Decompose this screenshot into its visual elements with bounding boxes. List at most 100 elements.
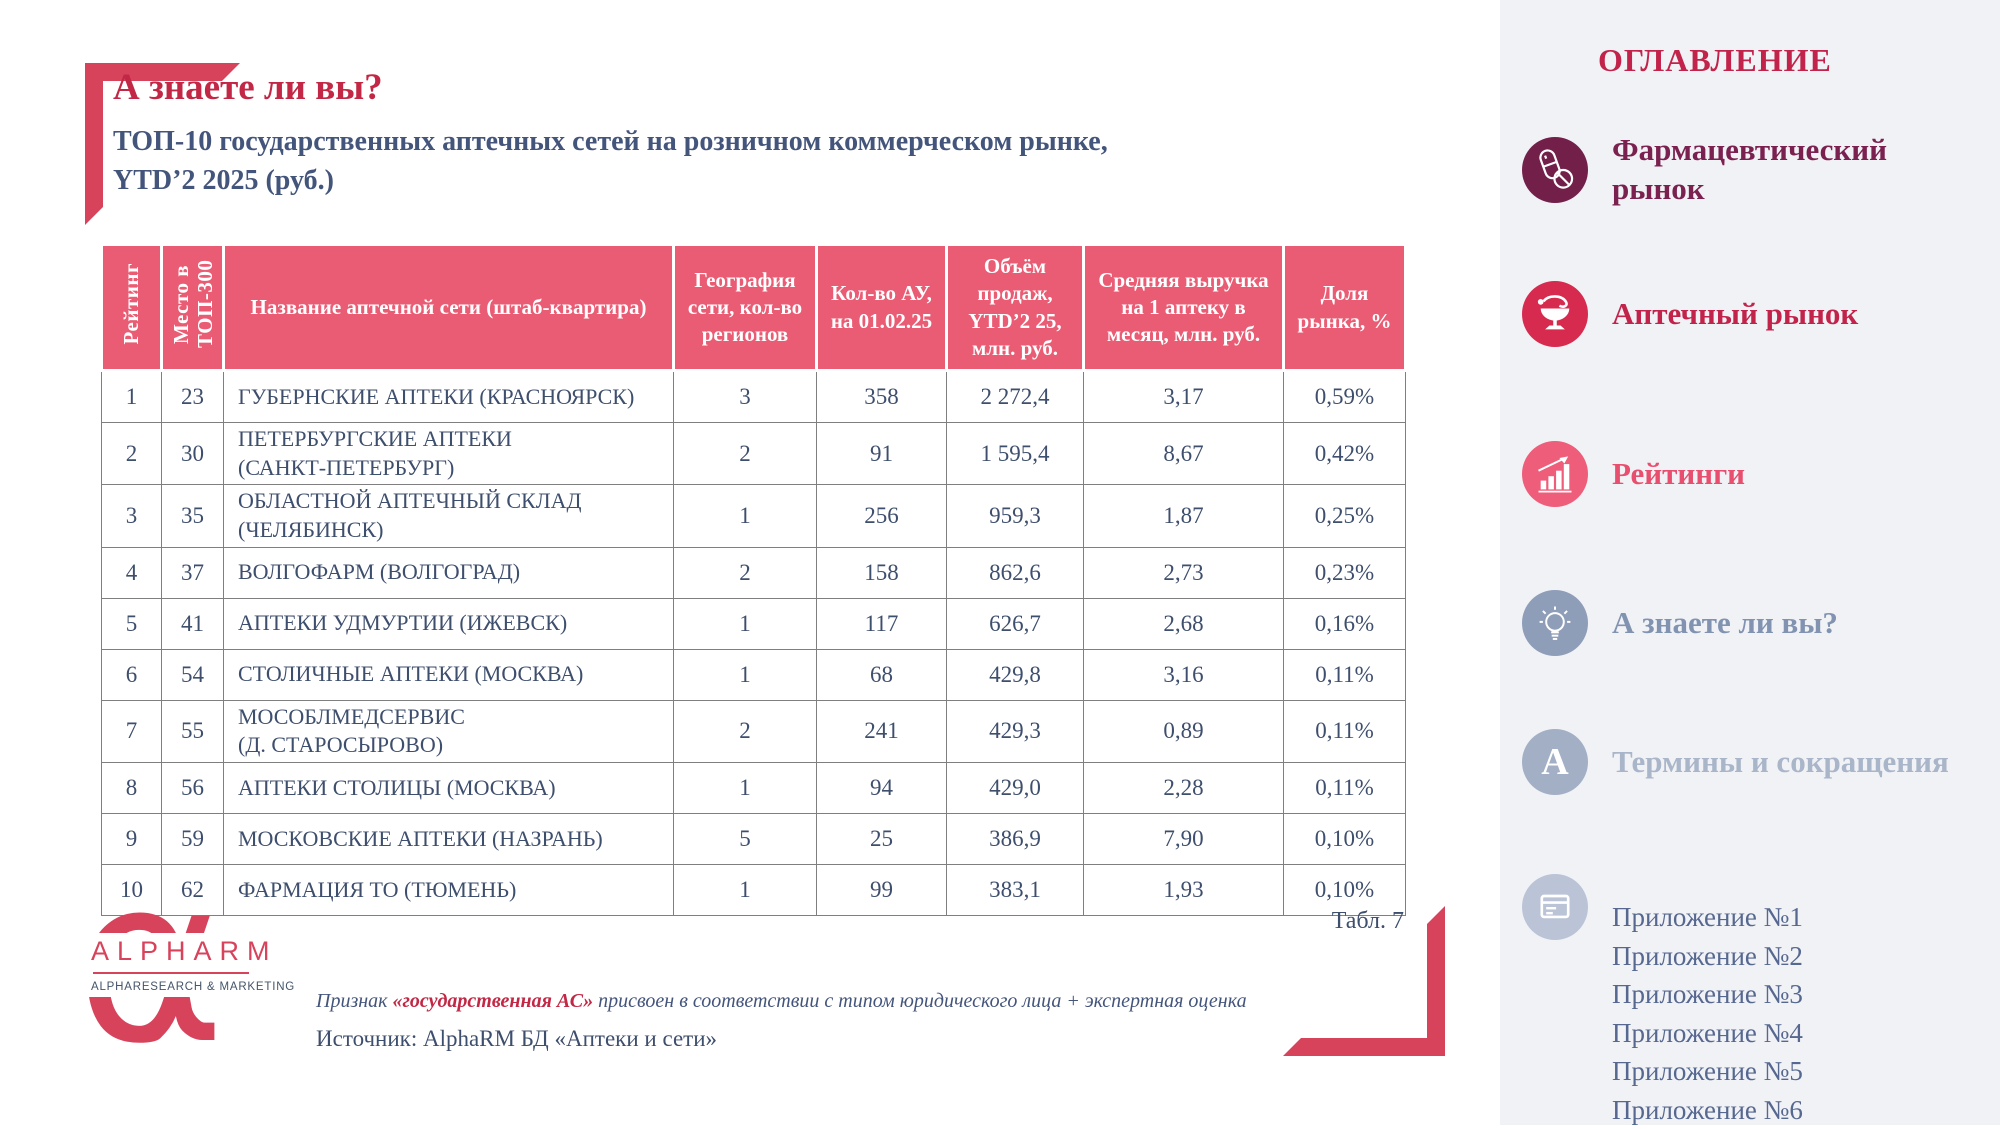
cell-rank: 2 — [102, 423, 162, 485]
cell-avg-revenue-per-pharmacy: 0,89 — [1084, 700, 1284, 762]
cell-avg-revenue-per-pharmacy: 3,17 — [1084, 371, 1284, 423]
appendix-link[interactable]: Приложение №5 — [1612, 1052, 1803, 1091]
cell-pharmacy-count: 94 — [817, 762, 947, 813]
cell-market-share: 0,23% — [1284, 547, 1406, 598]
cell-chain-name: АПТЕКИ СТОЛИЦЫ (МОСКВА) — [224, 762, 674, 813]
cell-avg-revenue-per-pharmacy: 2,68 — [1084, 598, 1284, 649]
page-title: А знаете ли вы? — [113, 68, 383, 109]
cell-chain-name: МОСКОВСКИЕ АПТЕКИ (НАЗРАНЬ) — [224, 813, 674, 864]
cell-geography-regions: 2 — [674, 700, 817, 762]
appendix-link[interactable]: Приложение №3 — [1612, 975, 1803, 1014]
toc-item-label: Термины и сокращения — [1612, 743, 1949, 782]
cell-rank: 4 — [102, 547, 162, 598]
cell-market-share: 0,11% — [1284, 762, 1406, 813]
cell-avg-revenue-per-pharmacy: 8,67 — [1084, 423, 1284, 485]
cell-geography-regions: 3 — [674, 371, 817, 423]
cell-sales-volume: 626,7 — [947, 598, 1084, 649]
toc-item-terms[interactable]: A Термины и сокращения — [1522, 729, 1978, 795]
cell-pharmacy-count: 158 — [817, 547, 947, 598]
cell-chain-name: АПТЕКИ УДМУРТИИ (ИЖЕВСК) — [224, 598, 674, 649]
cell-top300-place: 54 — [162, 649, 224, 700]
cell-pharmacy-count: 117 — [817, 598, 947, 649]
cell-pharmacy-count: 241 — [817, 700, 947, 762]
cell-geography-regions: 2 — [674, 423, 817, 485]
toc-item-pharma-market[interactable]: Фармацевтический рынок — [1522, 131, 1978, 209]
cell-sales-volume: 429,0 — [947, 762, 1084, 813]
col-header-top300-place: Место в ТОП-300 — [162, 245, 224, 371]
col-header-avg-revenue-per-pharmacy: Средняя выручка на 1 аптеку в месяц, млн… — [1084, 245, 1284, 371]
cell-avg-revenue-per-pharmacy: 1,87 — [1084, 485, 1284, 547]
toc-item-ratings[interactable]: Рейтинги — [1522, 441, 1978, 507]
cell-market-share: 0,11% — [1284, 700, 1406, 762]
cell-avg-revenue-per-pharmacy: 7,90 — [1084, 813, 1284, 864]
cell-rank: 8 — [102, 762, 162, 813]
cell-chain-name: ВОЛГОФАРМ (ВОЛГОГРАД) — [224, 547, 674, 598]
col-header-sales-volume: Объём продаж, YTD’2 25, млн. руб. — [947, 245, 1084, 371]
cell-market-share: 0,16% — [1284, 598, 1406, 649]
cell-top300-place: 35 — [162, 485, 224, 547]
footnote-highlight: «государственная АС» — [393, 990, 594, 1012]
toc-item-pharmacy-market[interactable]: Аптечный рынок — [1522, 281, 1978, 347]
cell-top300-place: 55 — [162, 700, 224, 762]
cell-geography-regions: 2 — [674, 547, 817, 598]
logo-divider — [93, 972, 249, 974]
cell-chain-name: ОБЛАСТНОЙ АПТЕЧНЫЙ СКЛАД (ЧЕЛЯБИНСК) — [224, 485, 674, 547]
toc-item-label: Аптечный рынок — [1612, 295, 1858, 334]
cell-top300-place: 56 — [162, 762, 224, 813]
cell-rank: 3 — [102, 485, 162, 547]
cell-rank: 1 — [102, 371, 162, 423]
logo-wordmark: ALPHARM — [91, 936, 259, 967]
toc-item-did-you-know[interactable]: А знаете ли вы? — [1522, 590, 1978, 656]
toc-item-label: А знаете ли вы? — [1612, 604, 1838, 643]
source-line: Источник: AlphaRM БД «Аптеки и сети» — [316, 1026, 1276, 1052]
cell-geography-regions: 1 — [674, 485, 817, 547]
cell-avg-revenue-per-pharmacy: 3,16 — [1084, 649, 1284, 700]
col-header-chain-name: Название аптечной сети (штаб-квартира) — [224, 245, 674, 371]
footnote-suffix: присвоен в соответствии с типом юридичес… — [593, 990, 1247, 1012]
lightbulb-icon — [1522, 590, 1588, 656]
appendix-link[interactable]: Приложение №6 — [1612, 1091, 1803, 1129]
table-caption: Табл. 7 — [100, 908, 1404, 935]
cell-chain-name: МОСОБЛМЕДСЕРВИС (Д. СТАРОСЫРОВО) — [224, 700, 674, 762]
logo-text-band: ALPHARM ALPHARESEARCH & MARKETING — [85, 933, 259, 997]
col-header-pharmacy-count: Кол-во АУ, на 01.02.25 — [817, 245, 947, 371]
cell-chain-name: СТОЛИЧНЫЕ АПТЕКИ (МОСКВА) — [224, 649, 674, 700]
cell-top300-place: 23 — [162, 371, 224, 423]
cell-sales-volume: 1 595,4 — [947, 423, 1084, 485]
corner-bracket-bottom-right — [1283, 903, 1448, 1063]
appendix-link[interactable]: Приложение №1 — [1612, 898, 1803, 937]
appendix-link[interactable]: Приложение №4 — [1612, 1014, 1803, 1053]
cell-chain-name: ГУБЕРНСКИЕ АПТЕКИ (КРАСНОЯРСК) — [224, 371, 674, 423]
page-subtitle: ТОП-10 государственных аптечных сетей на… — [113, 122, 1443, 200]
cell-market-share: 0,59% — [1284, 371, 1406, 423]
cell-avg-revenue-per-pharmacy: 2,73 — [1084, 547, 1284, 598]
cell-chain-name: ПЕТЕРБУРГСКИЕ АПТЕКИ (САНКТ-ПЕТЕРБУРГ) — [224, 423, 674, 485]
appendix-link[interactable]: Приложение №2 — [1612, 937, 1803, 976]
cell-sales-volume: 2 272,4 — [947, 371, 1084, 423]
bar-chart-icon — [1522, 441, 1588, 507]
toc-item-label: Фармацевтический рынок — [1612, 131, 1978, 209]
hygieia-bowl-icon — [1522, 281, 1588, 347]
cell-pharmacy-count: 68 — [817, 649, 947, 700]
cell-pharmacy-count: 91 — [817, 423, 947, 485]
cell-sales-volume: 386,9 — [947, 813, 1084, 864]
cell-rank: 7 — [102, 700, 162, 762]
logo-tagline: ALPHARESEARCH & MARKETING — [91, 981, 259, 993]
cell-sales-volume: 429,8 — [947, 649, 1084, 700]
footnote: Признак «государственная АС» присвоен в … — [316, 988, 1276, 1014]
cell-market-share: 0,10% — [1284, 813, 1406, 864]
cell-top300-place: 41 — [162, 598, 224, 649]
cell-rank: 6 — [102, 649, 162, 700]
cell-pharmacy-count: 25 — [817, 813, 947, 864]
cell-market-share: 0,25% — [1284, 485, 1406, 547]
